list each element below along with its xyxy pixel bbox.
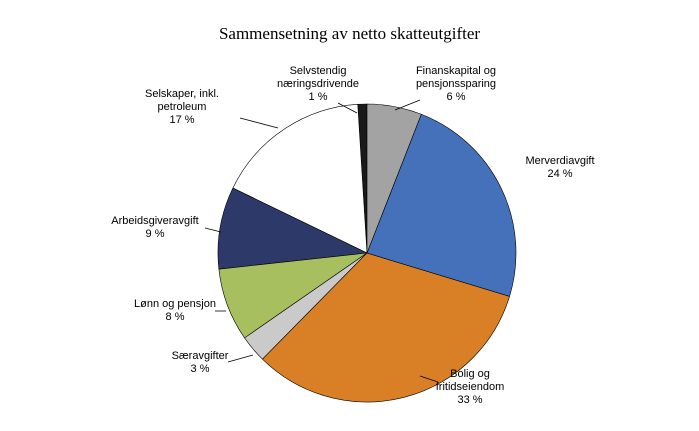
- leader-lines: [204, 99, 439, 383]
- pie-slice: [366, 103, 422, 254]
- category-label: Merverdiavgift: [525, 155, 595, 167]
- slice-label: Særavgifter 3 %: [140, 350, 260, 376]
- slice-label: Merverdiavgift 24 %: [500, 155, 620, 181]
- chart-title: Sammensetning av netto skatteutgifter: [218, 24, 481, 43]
- value-label: 1 %: [308, 91, 328, 103]
- category-label: Selskaper, inkl. petroleum: [145, 88, 219, 113]
- value-label: 17 %: [169, 114, 195, 126]
- value-label: 9 %: [145, 228, 165, 240]
- category-label: Bolig og fritidseiendom: [435, 368, 505, 393]
- pie-slice: [366, 113, 517, 297]
- value-label: 24 %: [547, 168, 573, 180]
- category-label: Arbeidsgiveravgift: [111, 215, 199, 227]
- pie-slice: [262, 252, 510, 403]
- slice-label: Bolig og fritidseiendom 33 %: [425, 368, 515, 407]
- value-label: 3 %: [190, 363, 210, 375]
- category-label: Selvstendig næringsdrivende: [277, 65, 359, 90]
- leader-line: [337, 102, 358, 114]
- value-label: 8 %: [165, 311, 185, 323]
- pie-slice: [217, 187, 369, 270]
- leader-line: [227, 354, 254, 363]
- leader-line: [239, 117, 279, 129]
- category-label: Lønn og pensjon: [134, 298, 216, 310]
- value-label: 6 %: [446, 91, 466, 103]
- pie-slice: [232, 103, 368, 254]
- slice-label: Selskaper, inkl. petroleum 17 %: [135, 88, 230, 127]
- slice-label: Arbeidsgiveravgift 9 %: [95, 215, 215, 241]
- category-label: Særavgifter: [171, 350, 229, 362]
- slice-label: Finanskapital og pensjonssparing 6 %: [406, 65, 506, 104]
- leader-line: [204, 227, 222, 233]
- leader-line: [394, 99, 421, 111]
- slice-label: Selvstendig næringsdrivende 1 %: [273, 65, 363, 104]
- category-label: Finanskapital og pensjonssparing: [415, 65, 497, 90]
- leader-line: [419, 375, 439, 383]
- slice-label: Lønn og pensjon 8 %: [115, 298, 235, 324]
- value-label: 33 %: [457, 394, 483, 406]
